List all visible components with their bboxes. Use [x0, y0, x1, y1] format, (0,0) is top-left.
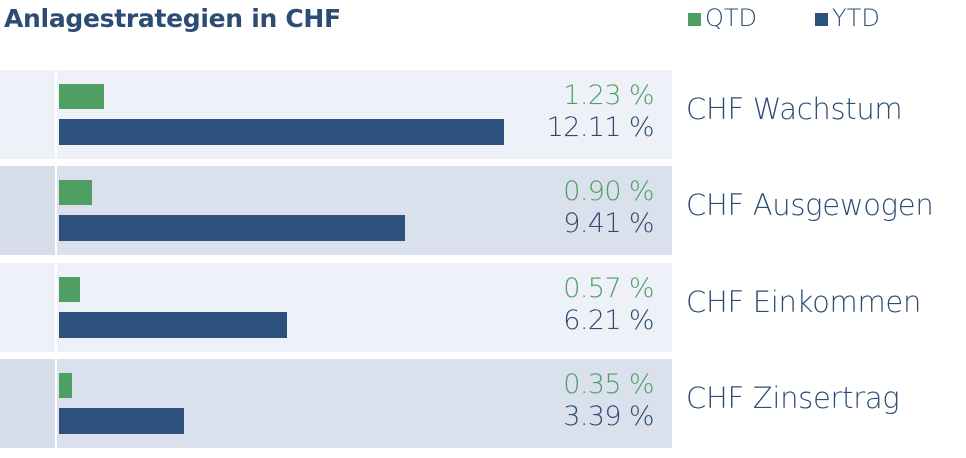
value-label-qtd: 0.35 % [563, 369, 654, 400]
legend-label-qtd: QTD [705, 4, 758, 32]
row-margin [0, 359, 55, 448]
bar-ytd [59, 408, 184, 434]
category-label: CHF Wachstum [686, 92, 903, 126]
chart-title: Anlagestrategien in CHF [4, 4, 341, 33]
bar-ytd [59, 312, 287, 338]
bar-qtd [59, 84, 104, 109]
category-label: CHF Ausgewogen [686, 188, 934, 222]
bar-ytd [59, 119, 504, 145]
legend-item-ytd: YTD [815, 0, 880, 36]
value-label-qtd: 0.57 % [563, 273, 654, 304]
bar-ytd [59, 215, 405, 241]
value-label-ytd: 12.11 % [546, 112, 655, 143]
value-label-qtd: 1.23 % [563, 80, 654, 111]
legend-item-qtd: QTD [688, 0, 757, 36]
category-label: CHF Einkommen [686, 285, 922, 319]
bar-qtd [59, 277, 80, 302]
bar-qtd [59, 373, 72, 398]
legend-label-ytd: YTD [832, 4, 880, 32]
row-margin [0, 166, 55, 255]
row-margin [0, 70, 55, 159]
value-label-ytd: 9.41 % [563, 208, 654, 239]
bar-qtd [59, 180, 92, 205]
category-label: CHF Zinsertrag [686, 381, 900, 415]
legend-swatch-ytd [815, 13, 828, 26]
legend-swatch-qtd [688, 13, 701, 26]
value-label-ytd: 6.21 % [563, 305, 654, 336]
value-label-ytd: 3.39 % [563, 401, 654, 432]
row-margin [0, 263, 55, 352]
value-label-qtd: 0.90 % [563, 176, 654, 207]
